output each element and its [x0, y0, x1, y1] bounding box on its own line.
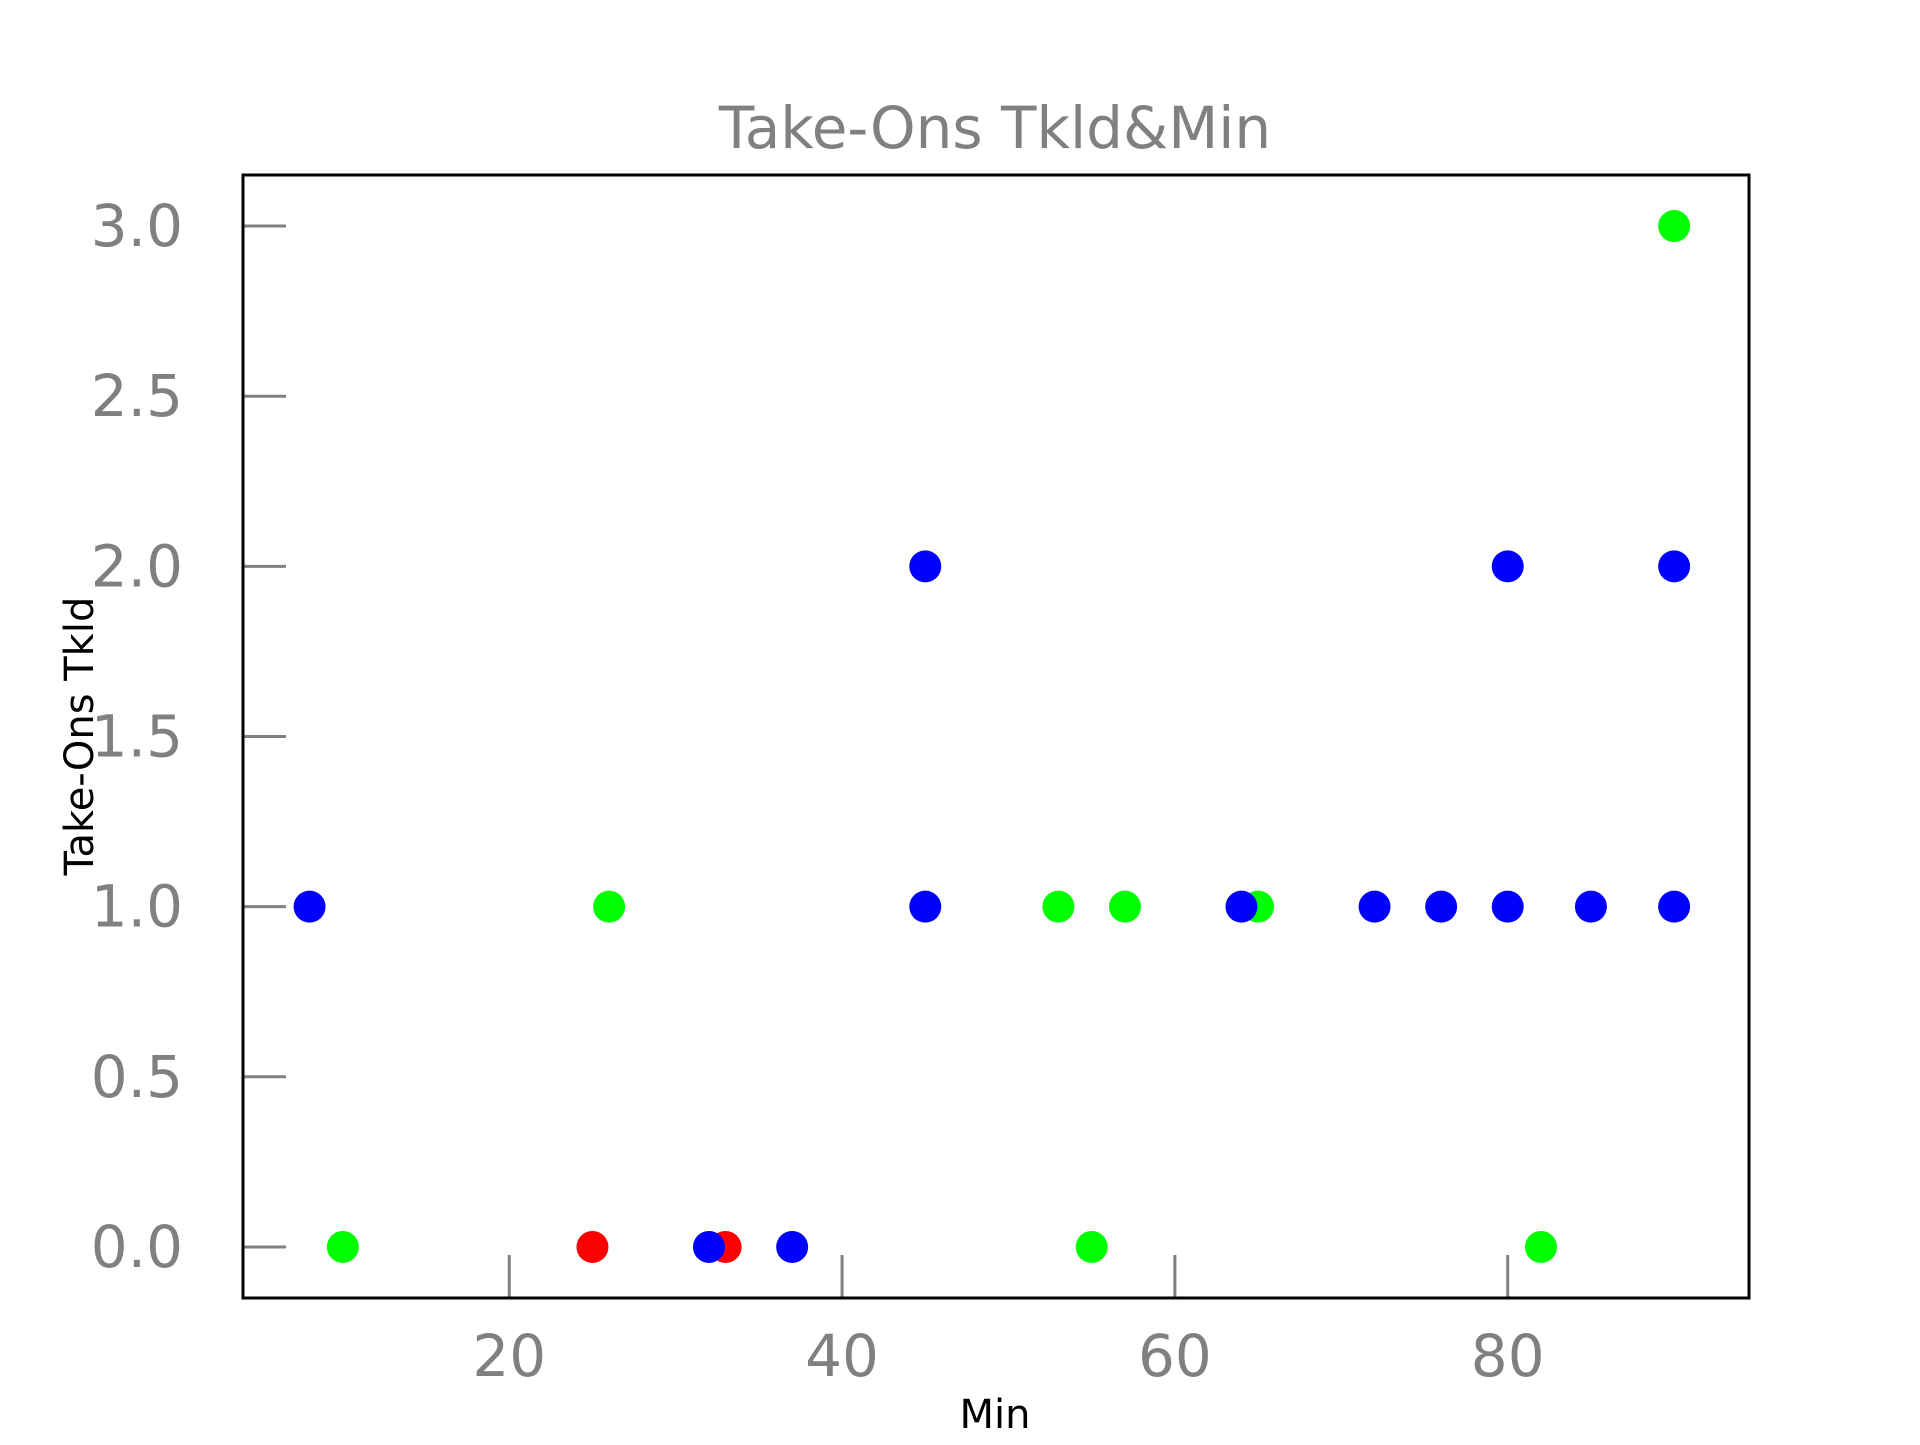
ticks-layer: 0.0 0.5 1.0 1.5 2.0 2.5 3.0 20 40 60 80 — [91, 192, 1545, 1390]
x-tick-label: 60 — [1138, 1322, 1212, 1390]
scatter-point — [909, 890, 942, 923]
scatter-point — [293, 890, 326, 923]
plot-frame — [241, 173, 1751, 1300]
y-tick-label: 3.0 — [91, 192, 183, 260]
scatter-point — [1658, 550, 1691, 583]
scatter-point — [1574, 890, 1607, 923]
y-tick-label: 1.0 — [91, 873, 183, 941]
scatter-point — [1358, 890, 1391, 923]
scatter-point — [576, 1230, 609, 1263]
scatter-point — [1042, 890, 1075, 923]
y-axis-label: Take-Ons Tkld — [57, 597, 103, 877]
x-tick-label: 40 — [805, 1322, 879, 1390]
scatter-point — [1491, 550, 1524, 583]
chart-title: Take-Ons Tkld&Min — [718, 94, 1271, 162]
points-layer — [293, 210, 1691, 1263]
scatter-point — [909, 550, 942, 583]
x-tick-label: 80 — [1471, 1322, 1545, 1390]
y-tick-label: 0.0 — [91, 1213, 183, 1281]
x-axis-label: Min — [960, 1392, 1031, 1438]
scatter-point — [593, 890, 626, 923]
y-tick-label: 2.0 — [91, 532, 183, 600]
scatter-point — [1108, 890, 1141, 923]
y-tick-label: 0.5 — [91, 1043, 183, 1111]
scatter-point — [1075, 1230, 1108, 1263]
y-tick-label: 2.5 — [91, 362, 183, 430]
scatter-point — [1658, 210, 1691, 243]
scatter-point — [692, 1230, 725, 1263]
scatter-point — [1425, 890, 1458, 923]
scatter-point — [326, 1230, 359, 1263]
scatter-point — [1491, 890, 1524, 923]
scatter-point — [1524, 1230, 1557, 1263]
x-tick-label: 20 — [472, 1322, 546, 1390]
scatter-point — [776, 1230, 809, 1263]
scatter-point — [1658, 890, 1691, 923]
scatter-point — [1225, 890, 1258, 923]
y-tick-label: 1.5 — [91, 703, 183, 771]
